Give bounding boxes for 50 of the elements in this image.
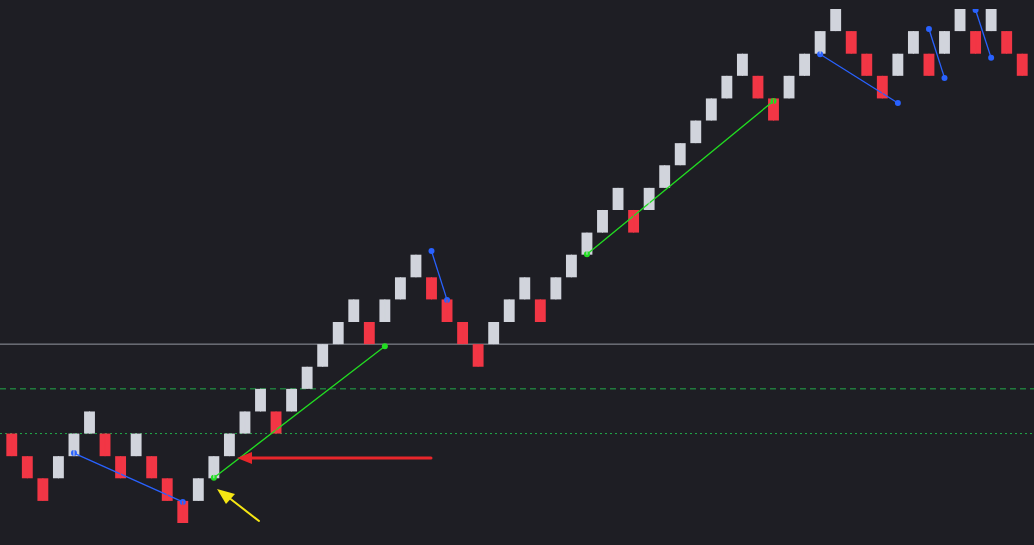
candlestick bbox=[6, 433, 18, 457]
candlestick bbox=[99, 433, 111, 457]
candlestick bbox=[939, 30, 950, 55]
point bbox=[925, 26, 932, 33]
candlestick bbox=[410, 254, 422, 278]
point bbox=[988, 54, 995, 61]
candlestick bbox=[363, 321, 375, 345]
candlestick bbox=[783, 75, 795, 99]
candlestick bbox=[84, 410, 95, 435]
candlestick bbox=[192, 477, 204, 502]
candlestick bbox=[861, 53, 873, 77]
candlestick bbox=[286, 388, 298, 412]
candlestick bbox=[519, 276, 531, 300]
candlestick bbox=[907, 30, 919, 55]
candlestick bbox=[752, 75, 764, 99]
candlestick bbox=[223, 433, 235, 457]
point bbox=[428, 248, 435, 255]
candlestick bbox=[799, 53, 811, 77]
candlestick bbox=[348, 298, 360, 323]
candlestick bbox=[52, 455, 64, 479]
point bbox=[894, 100, 901, 107]
candlestick bbox=[970, 30, 982, 55]
point bbox=[941, 74, 948, 81]
candlestick bbox=[503, 298, 515, 323]
candlestick bbox=[457, 321, 469, 345]
candlestick bbox=[332, 321, 344, 345]
candlestick bbox=[21, 455, 33, 479]
candlestick bbox=[690, 120, 702, 144]
point bbox=[381, 343, 388, 350]
candlestick bbox=[130, 433, 142, 457]
candlestick bbox=[705, 97, 717, 122]
candlestick bbox=[1001, 30, 1013, 55]
candlestick bbox=[426, 276, 437, 300]
candlestick bbox=[146, 455, 158, 479]
candlestick bbox=[255, 388, 266, 412]
candlestick bbox=[876, 75, 888, 99]
candlestick bbox=[534, 298, 546, 323]
candlestick bbox=[317, 343, 329, 368]
candlestick bbox=[830, 8, 842, 32]
candlestick bbox=[394, 276, 406, 300]
candlestick bbox=[597, 209, 608, 234]
candlestick bbox=[1016, 53, 1028, 77]
candlestick bbox=[736, 53, 748, 77]
candlestick bbox=[488, 321, 500, 345]
candlestick bbox=[721, 75, 733, 99]
candlestick bbox=[659, 164, 671, 189]
candlestick bbox=[674, 142, 686, 166]
candlestick bbox=[565, 254, 577, 278]
point bbox=[972, 9, 979, 14]
candlestick bbox=[845, 30, 857, 55]
